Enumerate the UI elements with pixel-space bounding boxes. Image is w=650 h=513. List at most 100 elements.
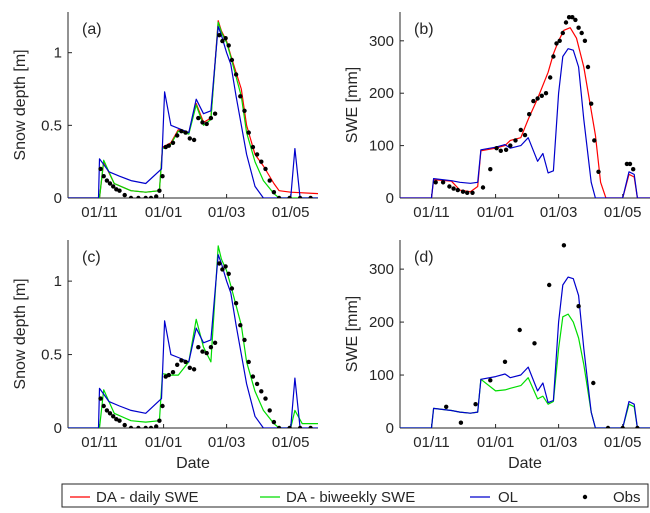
obs-point [242,337,247,343]
obs-point [166,143,171,148]
obs-point [458,420,464,425]
x-tick-label: 01/05 [604,204,642,221]
obs-point [579,30,584,36]
obs-point [573,17,578,23]
x-tick-label: 01/05 [272,204,310,221]
y-tick-label: 300 [369,33,394,50]
y-tick-label: 0.5 [41,117,62,134]
y-axis-label: Snow depth [m] [12,49,29,160]
obs-point [204,121,209,127]
obs-point [287,425,292,428]
obs-point [187,365,192,370]
obs-point [196,345,201,350]
obs-point [551,54,556,59]
obs-point [117,188,122,193]
obs-point [465,190,470,195]
obs-point [259,389,264,394]
obs-point [532,341,537,346]
obs-point [543,91,549,96]
obs-point [480,185,486,190]
obs-point [117,418,122,423]
obs-point [503,147,509,152]
obs-point [122,192,127,198]
obs-point [470,190,475,195]
obs-point [548,75,553,80]
obs-point [157,418,162,423]
obs-point [179,129,184,134]
x-tick-label: 01/03 [540,434,578,451]
obs-point [271,190,277,195]
obs-point [217,261,222,266]
obs-point [111,184,116,189]
obs-point [460,189,466,194]
x-tick-label: 01/05 [604,434,642,451]
obs-point [455,187,460,193]
obs-point [263,166,268,172]
obs-point [200,349,205,354]
x-tick-label: 01/01 [477,434,515,451]
x-axis-label: Date [176,455,210,472]
obs-point [596,169,601,174]
obs-point [220,267,225,272]
obs-point [160,174,165,179]
obs-point [531,98,536,104]
panel-label: (a) [82,21,102,38]
obs-point [179,358,184,363]
x-tick-label: 01/11 [413,434,449,451]
series-line-ol [68,25,318,198]
obs-point [175,362,180,367]
obs-point [148,195,154,198]
obs-point [136,195,141,198]
y-tick-label: 200 [369,85,394,102]
obs-point [620,425,625,428]
obs-point [208,115,214,121]
obs-point [246,359,251,365]
obs-point [473,402,478,407]
panel-b: 0 100 200 300 01/11 01/01 01/03 01/05 SWE [mm] (b… [344,12,650,221]
obs-point [143,425,148,428]
obs-point [539,93,544,99]
legend-item-ol: OL [470,489,518,506]
obs-point [560,30,565,36]
obs-point [447,184,452,189]
obs-point [107,181,113,186]
obs-point [254,381,260,387]
obs-point [451,186,456,191]
legend-marker [582,494,588,500]
y-tick-label: 100 [369,367,394,384]
series-line-da-daily-swe [68,20,318,198]
y-tick-label: 0.5 [41,347,62,364]
obs-point [308,195,313,198]
obs-point [136,425,141,428]
obs-point [170,370,176,375]
plot-area [400,15,650,198]
obs-point [154,194,159,198]
obs-point [254,152,260,157]
obs-point [111,414,116,419]
legend-label: DA - biweekly SWE [286,489,415,506]
obs-point [554,41,559,46]
obs-point [226,43,231,48]
obs-point [585,64,591,70]
obs-point [271,419,277,425]
x-tick-label: 01/01 [477,204,515,221]
obs-point [488,378,493,383]
obs-point [535,96,540,101]
x-tick-label: 01/01 [145,434,183,451]
panel-a: 0 0.5 1 01/11 01/01 01/03 01/05 Snow depth [m] (… [12,12,318,221]
obs-point [576,304,581,309]
x-tick-label: 01/11 [81,434,117,451]
x-tick-label: 01/03 [540,204,578,221]
obs-point [229,57,235,63]
legend-box [61,483,649,508]
obs-point [233,72,239,77]
obs-point [517,327,522,333]
panel-label: (d) [414,249,434,266]
obs-point [246,130,251,135]
obs-point [605,425,611,428]
obs-point [226,271,231,276]
obs-point [148,425,154,428]
obs-point [440,180,446,185]
y-axis-label: Snow depth [m] [12,278,29,389]
